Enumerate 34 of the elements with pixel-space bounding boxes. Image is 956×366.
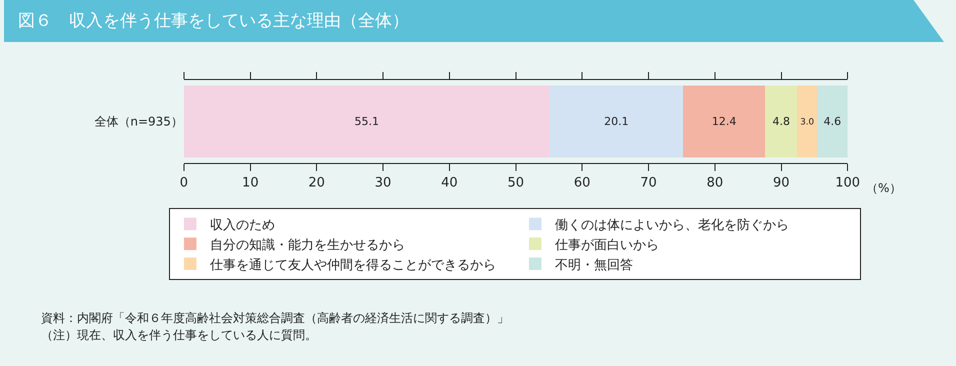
data-label: 3.0 bbox=[800, 117, 814, 128]
text: 資料：内閣府「令和６年度高齢社会対策総合調査（高齢者の経済生活に関する調査）」 bbox=[41, 311, 509, 325]
legend-label: 不明・無回答 bbox=[555, 258, 634, 273]
x-tick-label: 50 bbox=[508, 176, 524, 191]
legend-label: 仕事を通じて友人や仲間を得ることができるから bbox=[209, 258, 496, 273]
x-axis-title: （%） bbox=[866, 181, 902, 195]
x-tick-label: 60 bbox=[574, 176, 590, 191]
x-tick-label: 90 bbox=[772, 176, 790, 191]
legend-label: 収入のため bbox=[210, 218, 276, 234]
x-tick-label: 0 bbox=[180, 176, 188, 191]
data-label: 20.1 bbox=[604, 115, 629, 128]
x-tick-label: 80 bbox=[706, 176, 724, 191]
data-label: 4.8 bbox=[772, 115, 790, 128]
x-tick-label: 40 bbox=[441, 176, 458, 191]
x-tick-label: 20 bbox=[308, 176, 325, 191]
x-tick-label: 30 bbox=[374, 176, 392, 191]
bar bbox=[682, 86, 766, 158]
y-tick-label: 全体（n=935） bbox=[94, 114, 183, 129]
text: （注）現在、収入を伴う仕事をしている人に質問。 bbox=[41, 328, 317, 342]
x-tick-label: 100 bbox=[835, 176, 860, 191]
legend-label: 働くのは体によいから、老化を防ぐから bbox=[555, 218, 790, 234]
legend-label: 自分の知識・能力を生かせるから bbox=[210, 238, 406, 253]
data-label: 55.1 bbox=[354, 115, 380, 128]
bar bbox=[796, 86, 818, 158]
chart-title: 図６ 収入を伴う仕事をしている主な理由（全体） bbox=[18, 10, 409, 31]
bar bbox=[765, 86, 798, 158]
bar bbox=[184, 86, 550, 158]
bar bbox=[549, 86, 684, 158]
data-label: 4.6 bbox=[824, 115, 842, 128]
x-tick-label: 70 bbox=[640, 176, 657, 191]
x-tick-label: 10 bbox=[242, 176, 259, 191]
data-label: 12.4 bbox=[712, 115, 736, 128]
legend-label: 仕事が面白いから bbox=[554, 238, 660, 253]
bar bbox=[816, 86, 848, 158]
